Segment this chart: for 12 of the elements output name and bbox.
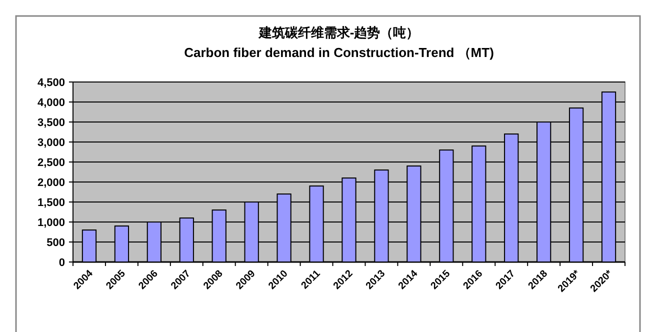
y-tick-label: 2,000: [37, 177, 65, 189]
y-tick-label: 0: [58, 257, 65, 269]
y-tick-label: 1,500: [37, 197, 65, 209]
y-tick-label: 3,000: [37, 137, 65, 149]
chart-title: 建筑碳纤维需求-趋势（吨）: [258, 25, 420, 40]
y-tick-label: 3,500: [37, 117, 65, 129]
chart-subtitle: Carbon fiber demand in Construction-Trend （MT): [184, 45, 494, 60]
y-tick-label: 4,000: [37, 97, 65, 109]
y-tick-label: 1,000: [37, 217, 65, 229]
y-tick-label: 500: [46, 237, 65, 249]
y-tick-label: 2,500: [37, 157, 65, 169]
y-tick-label: 4,500: [37, 77, 65, 89]
